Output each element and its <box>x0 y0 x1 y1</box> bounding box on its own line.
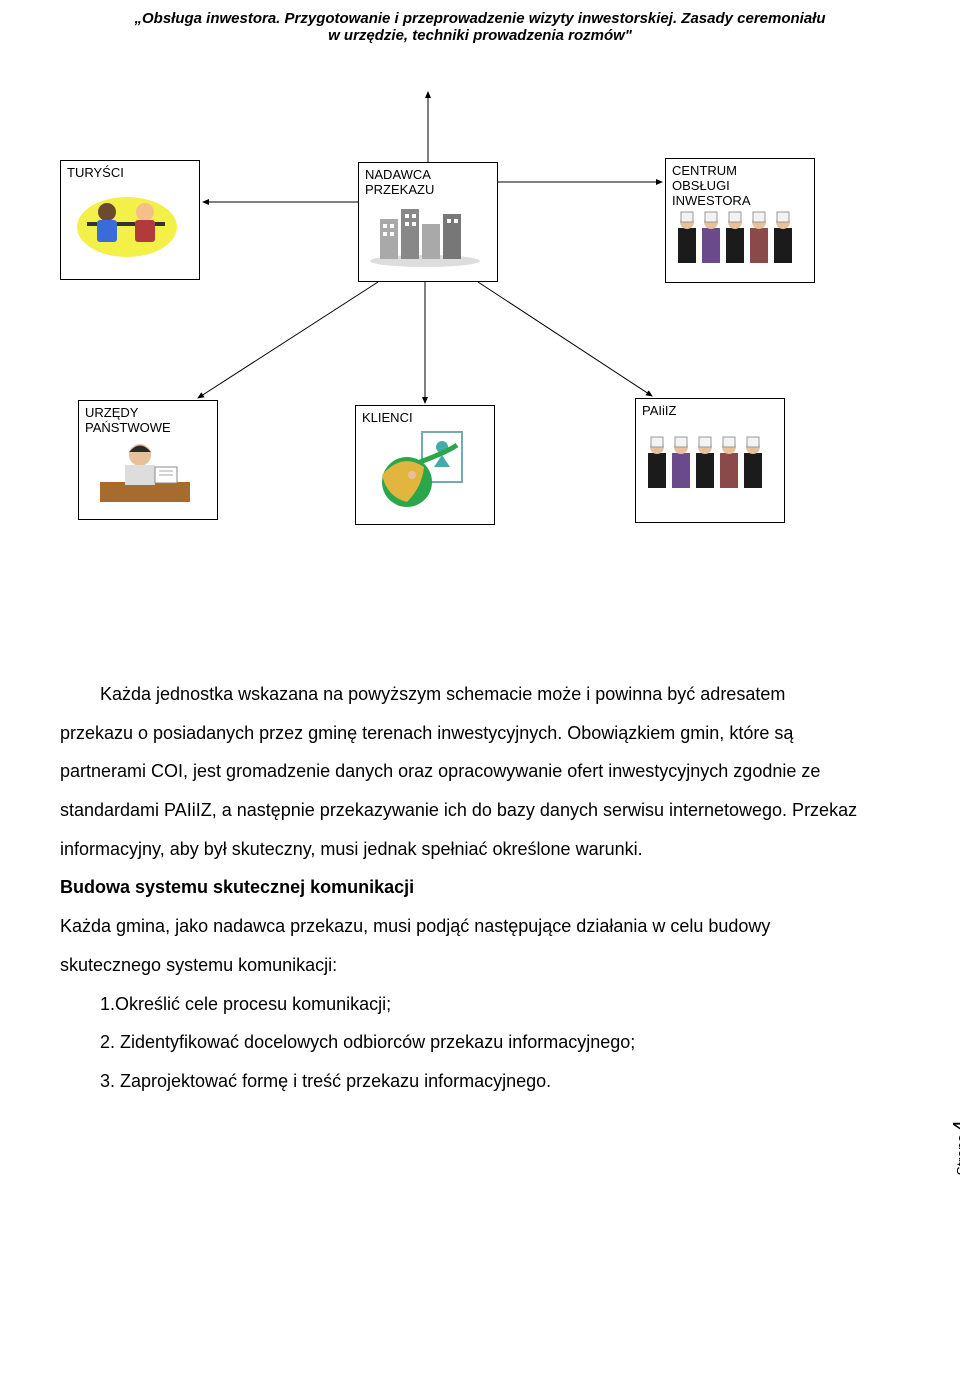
node-label: NADAWCA <box>365 167 491 182</box>
node-urzedy: URZĘDY PAŃSTWOWE <box>78 400 218 520</box>
page-label: Strona <box>953 1134 960 1175</box>
node-klienci: KLIENCI <box>355 405 495 525</box>
list-item-3: 3. Zaprojektować formę i treść przekazu … <box>60 1062 860 1101</box>
city-icon <box>365 199 485 269</box>
communication-diagram: TURYŚCI NADAWCA PRZEKAZU <box>60 90 900 590</box>
node-centrum: CENTRUM OBSŁUGI INWESTORA <box>665 158 815 283</box>
node-label2: PAŃSTWOWE <box>85 420 211 435</box>
page-indicator: Strona 4 <box>948 1120 960 1176</box>
tourists-icon <box>67 182 187 262</box>
people-icon <box>672 210 802 265</box>
page-number: 4 <box>948 1120 960 1132</box>
node-label: TURYŚCI <box>67 165 193 180</box>
node-label: KLIENCI <box>362 410 488 425</box>
node-label: PAIiIZ <box>642 403 778 418</box>
node-label: URZĘDY <box>85 405 211 420</box>
list-item-1: 1.Określić cele procesu komunikacji; <box>60 985 860 1024</box>
header-line2: w urzędzie, techniki prowadzenia rozmów" <box>328 27 632 44</box>
paragraph-2: Każda gmina, jako nadawca przekazu, musi… <box>60 907 860 984</box>
header-line1: „Obsługa inwestora. Przygotowanie i prze… <box>134 10 825 27</box>
list-item-2: 2. Zidentyfikować docelowych odbiorców p… <box>60 1023 860 1062</box>
document-header: „Obsługa inwestora. Przygotowanie i prze… <box>0 10 960 44</box>
node-label: CENTRUM <box>672 163 808 178</box>
node-turysci: TURYŚCI <box>60 160 200 280</box>
node-label3: INWESTORA <box>672 193 808 208</box>
node-label2: OBSŁUGI <box>672 178 808 193</box>
node-paiiiz: PAIiIZ <box>635 398 785 523</box>
office-worker-icon <box>85 437 205 507</box>
node-label2: PRZEKAZU <box>365 182 491 197</box>
body-text: Każda jednostka wskazana na powyższym sc… <box>60 675 860 1101</box>
node-nadawca: NADAWCA PRZEKAZU <box>358 162 498 282</box>
people-icon <box>642 420 772 505</box>
heading-1: Budowa systemu skutecznej komunikacji <box>60 868 860 907</box>
client-icon <box>362 427 482 512</box>
paragraph-1: Każda jednostka wskazana na powyższym sc… <box>60 675 860 868</box>
